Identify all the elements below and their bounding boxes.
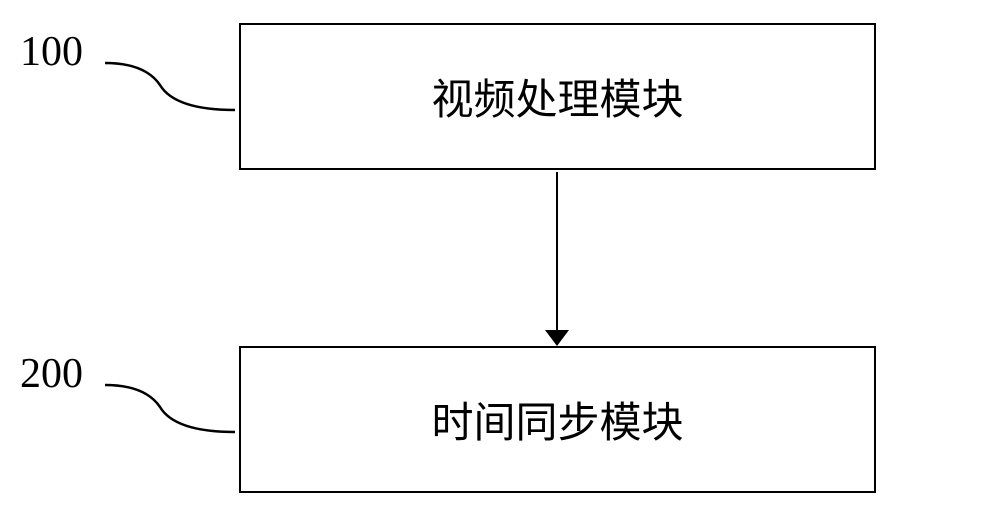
connector-curve-200 xyxy=(100,377,245,447)
node-label-2: 时间同步模块 xyxy=(431,389,683,450)
node-box-1: 视频处理模块 xyxy=(239,23,876,170)
node-box-2: 时间同步模块 xyxy=(239,346,876,493)
ref-label-100: 100 xyxy=(20,28,83,76)
edge-line xyxy=(556,172,558,330)
connector-curve-100 xyxy=(100,55,245,125)
edge-arrowhead xyxy=(545,330,569,346)
node-label-1: 视频处理模块 xyxy=(431,66,683,127)
ref-label-200: 200 xyxy=(20,350,83,398)
